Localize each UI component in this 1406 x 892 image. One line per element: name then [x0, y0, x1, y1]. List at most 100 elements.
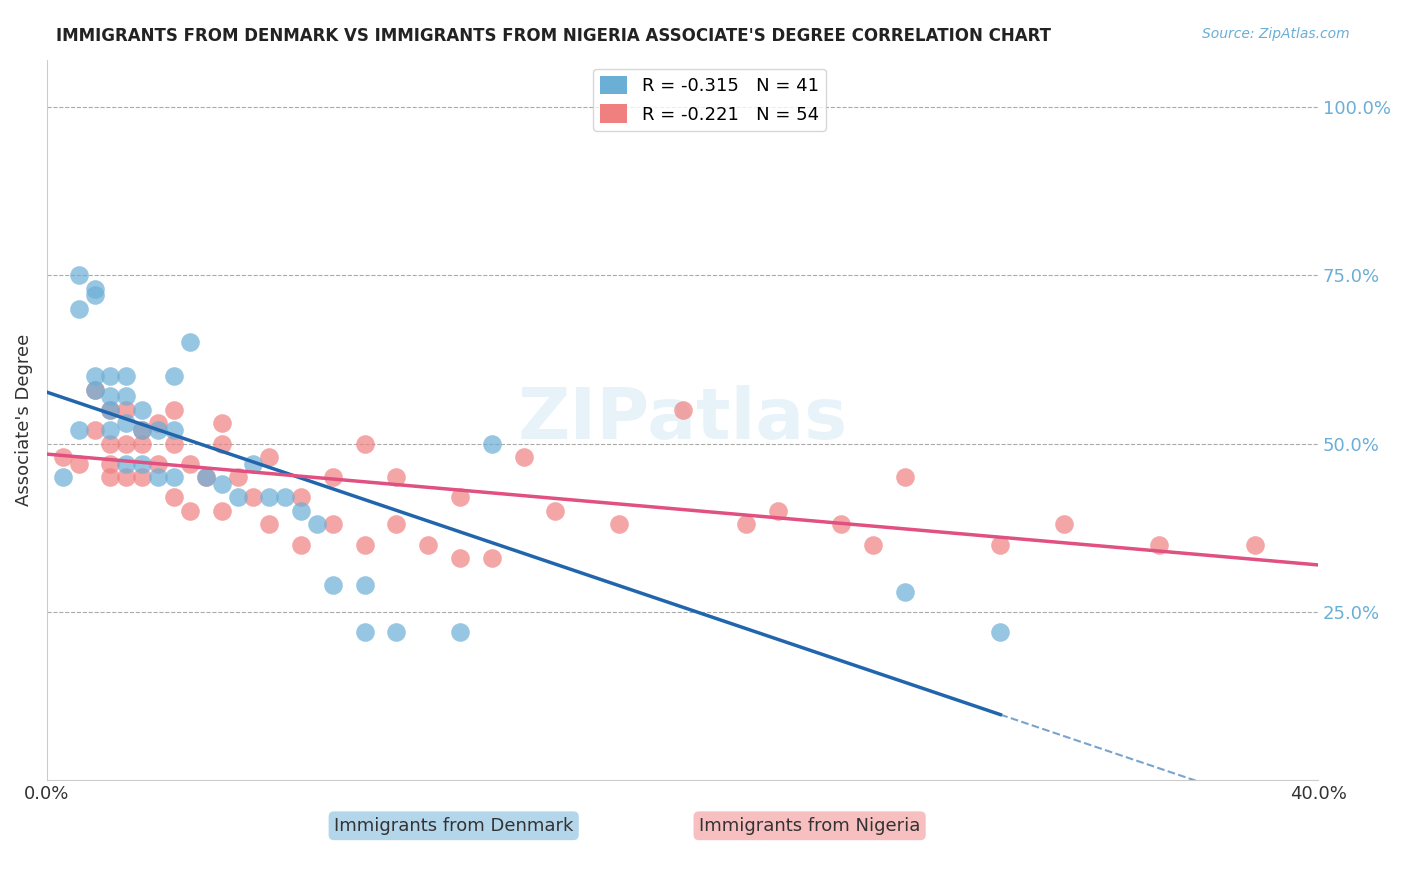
- Point: [115, 402, 138, 417]
- Point: [607, 517, 630, 532]
- Point: [211, 436, 233, 450]
- Point: [146, 423, 169, 437]
- Point: [163, 369, 186, 384]
- Text: Source: ZipAtlas.com: Source: ZipAtlas.com: [1202, 27, 1350, 41]
- Point: [242, 491, 264, 505]
- Point: [353, 625, 375, 640]
- Point: [100, 389, 122, 403]
- Point: [194, 470, 217, 484]
- Point: [100, 457, 122, 471]
- Text: IMMIGRANTS FROM DENMARK VS IMMIGRANTS FROM NIGERIA ASSOCIATE'S DEGREE CORRELATIO: IMMIGRANTS FROM DENMARK VS IMMIGRANTS FR…: [56, 27, 1052, 45]
- Y-axis label: Associate's Degree: Associate's Degree: [15, 334, 32, 506]
- Point: [735, 517, 758, 532]
- Point: [894, 584, 917, 599]
- Point: [322, 578, 344, 592]
- Point: [115, 470, 138, 484]
- Point: [385, 517, 408, 532]
- Point: [131, 423, 153, 437]
- Point: [83, 282, 105, 296]
- Text: ZIPatlas: ZIPatlas: [517, 385, 848, 454]
- Point: [100, 423, 122, 437]
- Point: [894, 470, 917, 484]
- Point: [988, 538, 1011, 552]
- Point: [290, 504, 312, 518]
- Point: [163, 470, 186, 484]
- Point: [305, 517, 328, 532]
- Point: [830, 517, 852, 532]
- Point: [544, 504, 567, 518]
- Point: [274, 491, 297, 505]
- Point: [211, 504, 233, 518]
- Point: [1053, 517, 1076, 532]
- Point: [131, 423, 153, 437]
- Point: [766, 504, 789, 518]
- Point: [671, 402, 693, 417]
- Point: [179, 504, 201, 518]
- Point: [163, 436, 186, 450]
- Point: [52, 450, 75, 464]
- Legend: R = -0.315   N = 41, R = -0.221   N = 54: R = -0.315 N = 41, R = -0.221 N = 54: [593, 69, 827, 131]
- Point: [449, 491, 471, 505]
- Point: [481, 436, 503, 450]
- Point: [862, 538, 884, 552]
- Point: [100, 402, 122, 417]
- Point: [146, 457, 169, 471]
- Point: [83, 383, 105, 397]
- Point: [226, 470, 249, 484]
- Point: [449, 625, 471, 640]
- Point: [146, 470, 169, 484]
- Point: [100, 436, 122, 450]
- Point: [259, 491, 281, 505]
- Point: [100, 470, 122, 484]
- Point: [131, 457, 153, 471]
- Point: [67, 457, 90, 471]
- Point: [322, 517, 344, 532]
- Point: [52, 470, 75, 484]
- Text: Immigrants from Nigeria: Immigrants from Nigeria: [699, 817, 921, 835]
- Point: [242, 457, 264, 471]
- Point: [115, 436, 138, 450]
- Point: [322, 470, 344, 484]
- Point: [988, 625, 1011, 640]
- Point: [481, 551, 503, 566]
- Point: [211, 477, 233, 491]
- Point: [179, 335, 201, 350]
- Point: [449, 551, 471, 566]
- Text: Immigrants from Denmark: Immigrants from Denmark: [335, 817, 574, 835]
- Point: [67, 301, 90, 316]
- Point: [131, 436, 153, 450]
- Point: [259, 517, 281, 532]
- Point: [115, 417, 138, 431]
- Point: [211, 417, 233, 431]
- Point: [115, 369, 138, 384]
- Point: [1147, 538, 1170, 552]
- Point: [163, 491, 186, 505]
- Point: [131, 402, 153, 417]
- Point: [290, 491, 312, 505]
- Point: [385, 625, 408, 640]
- Point: [131, 470, 153, 484]
- Point: [1243, 538, 1265, 552]
- Point: [353, 538, 375, 552]
- Point: [67, 268, 90, 282]
- Point: [418, 538, 440, 552]
- Point: [290, 538, 312, 552]
- Point: [226, 491, 249, 505]
- Point: [83, 423, 105, 437]
- Point: [115, 389, 138, 403]
- Point: [100, 369, 122, 384]
- Point: [146, 417, 169, 431]
- Point: [83, 288, 105, 302]
- Point: [353, 436, 375, 450]
- Point: [67, 423, 90, 437]
- Point: [512, 450, 534, 464]
- Point: [83, 369, 105, 384]
- Point: [115, 457, 138, 471]
- Point: [353, 578, 375, 592]
- Point: [83, 383, 105, 397]
- Point: [100, 402, 122, 417]
- Point: [259, 450, 281, 464]
- Point: [179, 457, 201, 471]
- Point: [385, 470, 408, 484]
- Point: [163, 402, 186, 417]
